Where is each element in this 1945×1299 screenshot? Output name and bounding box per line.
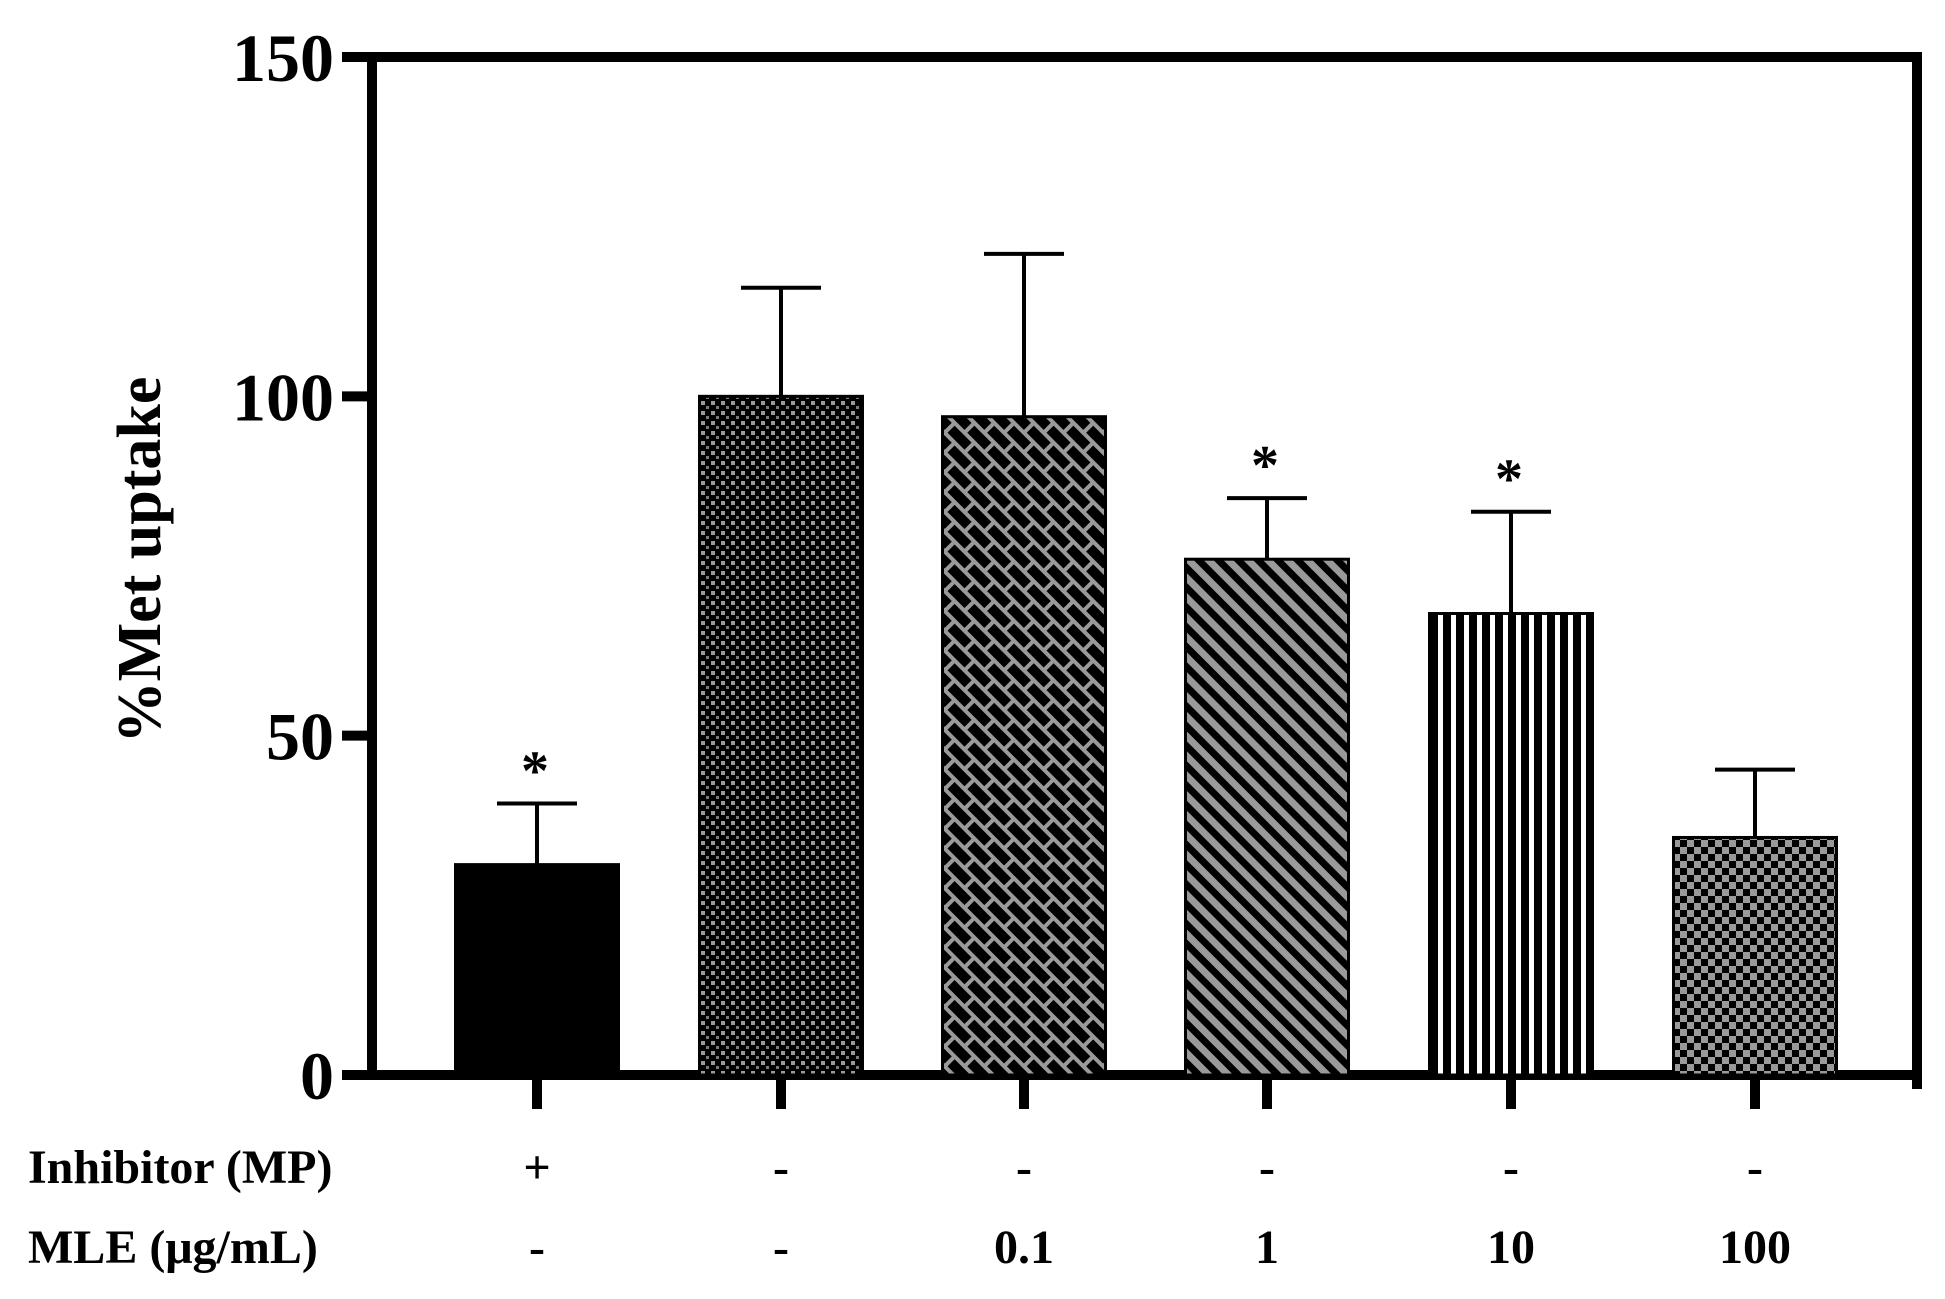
condition-value: -: [529, 1221, 545, 1274]
condition-row-label: MLE (μg/mL): [28, 1221, 318, 1274]
significance-asterisk: *: [1251, 435, 1279, 497]
y-tick-label: 150: [232, 20, 334, 96]
y-tick-label: 100: [232, 359, 334, 435]
condition-value: 1: [1255, 1221, 1279, 1274]
bar: [698, 394, 864, 1077]
x-axis-ticks: [532, 1075, 1760, 1109]
condition-row-label: Inhibitor (MP): [28, 1141, 332, 1194]
condition-value: -: [1747, 1141, 1763, 1194]
y-axis: 0 50 100 150: [232, 20, 372, 1114]
condition-value: 10: [1487, 1221, 1535, 1274]
significance-asterisk: *: [521, 741, 549, 803]
condition-table: Inhibitor (MP) + - - - - - MLE (μg/mL) - - 0.1 1 10 1…: [28, 1141, 1791, 1274]
condition-value: 0.1: [994, 1221, 1054, 1274]
condition-value: -: [1016, 1141, 1032, 1194]
y-tick-label: 50: [266, 699, 334, 775]
y-axis-label: %Met uptake: [106, 377, 174, 744]
bar: [941, 415, 1107, 1077]
plot-frame: [367, 52, 1922, 1089]
condition-value: -: [1259, 1141, 1275, 1194]
bar: [1672, 835, 1838, 1077]
condition-value: -: [773, 1141, 789, 1194]
condition-value: 100: [1719, 1221, 1791, 1274]
error-bars: [497, 251, 1795, 865]
bar: [454, 863, 620, 1077]
significance-marks: * * *: [521, 435, 1523, 802]
condition-value: +: [523, 1141, 550, 1194]
significance-asterisk: *: [1495, 449, 1523, 511]
condition-value: -: [1503, 1141, 1519, 1194]
y-tick-label: 0: [300, 1038, 334, 1114]
bars: [454, 394, 1838, 1077]
condition-value: -: [773, 1221, 789, 1274]
bar: [1428, 612, 1594, 1077]
bar: [1184, 557, 1350, 1077]
